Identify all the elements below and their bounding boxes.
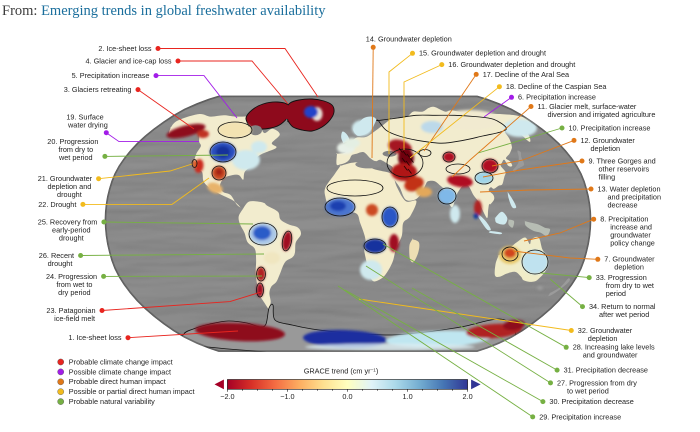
svg-text:8. Precipitation: 8. Precipitation	[600, 215, 648, 224]
svg-text:27. Progression from dry: 27. Progression from dry	[557, 378, 637, 387]
svg-text:wet period: wet period	[58, 153, 93, 162]
svg-text:filling: filling	[599, 172, 616, 181]
svg-text:28. Increasing lake levels: 28. Increasing lake levels	[573, 343, 655, 352]
svg-text:1.0: 1.0	[403, 392, 413, 401]
svg-text:−1.0: −1.0	[280, 392, 294, 401]
svg-text:23. Patagonian: 23. Patagonian	[46, 306, 95, 315]
svg-text:11. Glacier melt, surface-wate: 11. Glacier melt, surface-water	[538, 102, 637, 111]
svg-text:groundwater: groundwater	[610, 231, 651, 240]
svg-text:water drying: water drying	[67, 120, 108, 129]
svg-text:diversion and irrigated agricu: diversion and irrigated agriculture	[548, 110, 656, 119]
svg-text:30. Precipitation decrease: 30. Precipitation decrease	[549, 397, 633, 406]
svg-text:depletion: depletion	[588, 334, 618, 343]
svg-text:from wet to: from wet to	[56, 280, 92, 289]
svg-text:2.0: 2.0	[463, 392, 473, 401]
svg-text:9. Three Gorges and: 9. Three Gorges and	[589, 156, 656, 165]
svg-text:−2.0: −2.0	[220, 392, 234, 401]
svg-text:1. Ice-sheet loss: 1. Ice-sheet loss	[68, 333, 121, 342]
svg-text:18. Decline of the Caspian Sea: 18. Decline of the Caspian Sea	[506, 82, 608, 91]
svg-text:to wet period: to wet period	[567, 386, 609, 395]
svg-text:from dry to wet: from dry to wet	[606, 281, 654, 290]
svg-text:14. Groundwater depletion: 14. Groundwater depletion	[366, 34, 452, 43]
svg-text:GRACE trend (cm yr−1): GRACE trend (cm yr−1)	[304, 367, 379, 376]
svg-text:16. Groundwater depletion and: 16. Groundwater depletion and drought	[448, 60, 575, 69]
svg-text:5. Precipitation increase: 5. Precipitation increase	[72, 71, 150, 80]
svg-text:25. Recovery from: 25. Recovery from	[38, 217, 98, 226]
svg-text:3. Glaciers retreating: 3. Glaciers retreating	[64, 85, 132, 94]
svg-text:from dry to: from dry to	[58, 145, 93, 154]
svg-text:10. Precipitation increase: 10. Precipitation increase	[569, 123, 651, 132]
svg-text:17. Decline of the Aral Sea: 17. Decline of the Aral Sea	[483, 70, 570, 79]
svg-text:decrease: decrease	[608, 200, 638, 209]
svg-text:drought: drought	[48, 259, 73, 268]
svg-text:ice-field melt: ice-field melt	[54, 314, 95, 323]
svg-text:19. Surface: 19. Surface	[66, 112, 103, 121]
svg-text:7. Groundwater: 7. Groundwater	[604, 255, 655, 264]
svg-text:depletion: depletion	[614, 263, 644, 272]
svg-text:0.0: 0.0	[342, 392, 352, 401]
svg-text:13. Water depletion: 13. Water depletion	[598, 184, 661, 193]
svg-text:6. Precipitation increase: 6. Precipitation increase	[518, 93, 596, 102]
svg-text:Probable climate change impact: Probable climate change impact	[69, 357, 173, 366]
svg-text:increase and: increase and	[610, 223, 652, 232]
svg-text:drought: drought	[57, 190, 82, 199]
svg-text:20. Progression: 20. Progression	[47, 137, 98, 146]
svg-text:Probable natural variability: Probable natural variability	[69, 397, 155, 406]
svg-text:21. Groundwater: 21. Groundwater	[38, 174, 93, 183]
svg-text:Possible climate change impact: Possible climate change impact	[69, 367, 171, 376]
svg-text:26. Recent: 26. Recent	[39, 251, 74, 260]
svg-text:24. Progression: 24. Progression	[46, 272, 97, 281]
svg-text:4. Glacier and ice-cap loss: 4. Glacier and ice-cap loss	[86, 56, 172, 65]
svg-text:Probable direct human impact: Probable direct human impact	[69, 377, 166, 386]
svg-text:and precipitation: and precipitation	[608, 192, 662, 201]
svg-text:32. Groundwater: 32. Groundwater	[578, 326, 633, 335]
svg-text:31. Precipitation decrease: 31. Precipitation decrease	[564, 366, 648, 375]
svg-text:and groundwater: and groundwater	[583, 351, 638, 360]
svg-text:other reservoirs: other reservoirs	[599, 164, 650, 173]
svg-text:Possible or partial direct hum: Possible or partial direct human impact	[69, 387, 195, 396]
svg-text:33. Progression: 33. Progression	[596, 273, 647, 282]
svg-text:15. Groundwater depletion and: 15. Groundwater depletion and drought	[419, 49, 546, 58]
svg-text:12. Groundwater: 12. Groundwater	[581, 136, 636, 145]
svg-text:after wet period: after wet period	[599, 310, 649, 319]
svg-text:34. Return to normal: 34. Return to normal	[589, 302, 656, 311]
svg-text:period: period	[606, 289, 626, 298]
svg-text:22. Drought: 22. Drought	[38, 200, 76, 209]
svg-text:dry period: dry period	[58, 288, 90, 297]
svg-text:early-period: early-period	[52, 225, 91, 234]
svg-text:depletion and: depletion and	[47, 182, 91, 191]
svg-text:2. Ice-sheet loss: 2. Ice-sheet loss	[98, 44, 151, 53]
svg-text:policy change: policy change	[610, 239, 655, 248]
svg-text:29. Precipitation increase: 29. Precipitation increase	[539, 412, 621, 421]
svg-text:depletion: depletion	[591, 144, 621, 153]
svg-text:drought: drought	[59, 233, 84, 242]
